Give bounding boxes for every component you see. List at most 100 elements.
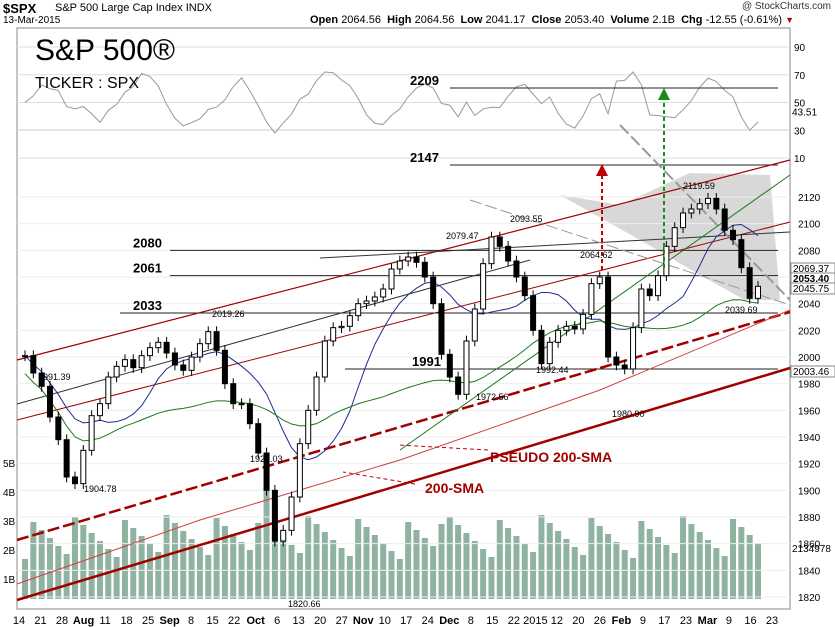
pseudo-sma-pointer bbox=[397, 444, 489, 451]
price-annotation: 2119.59 bbox=[683, 181, 715, 191]
volume-bar bbox=[71, 517, 78, 599]
close-label: Close bbox=[531, 14, 562, 26]
price-annotation: 2079.47 bbox=[446, 231, 479, 241]
volume-bar bbox=[388, 551, 395, 599]
volume-bar bbox=[321, 532, 328, 599]
price-tick-label: 2020 bbox=[798, 326, 821, 337]
price-tick-label: 1820 bbox=[798, 593, 821, 604]
price-tick-label: 1860 bbox=[798, 540, 821, 551]
volume-bar bbox=[630, 558, 637, 599]
candle-body bbox=[388, 268, 395, 290]
volume-bar bbox=[405, 522, 412, 599]
candle-body bbox=[621, 364, 628, 370]
volume-value: 2.1B bbox=[652, 14, 675, 26]
candle-body bbox=[296, 443, 303, 498]
axes: 103050709043.511B2B3B4B5B213497818201840… bbox=[3, 43, 835, 627]
rsi-panel bbox=[17, 46, 790, 159]
price-tick-label: 2000 bbox=[798, 353, 821, 364]
green-arrowhead bbox=[658, 88, 670, 100]
right-price-label: 2069.37 bbox=[793, 264, 830, 275]
credit-text: @ StockCharts.com bbox=[741, 1, 831, 12]
volume-bar bbox=[580, 555, 587, 599]
red-arrowhead bbox=[596, 164, 608, 176]
volume-bar bbox=[280, 537, 287, 599]
description-text: S&P 500 Large Cap Index bbox=[55, 2, 183, 14]
candle-body bbox=[488, 236, 495, 265]
candle-body bbox=[346, 315, 353, 327]
high-label: High bbox=[387, 14, 412, 26]
candle-body bbox=[596, 276, 603, 285]
x-tick-label: 14 bbox=[13, 615, 25, 627]
price-tick-label: 2080 bbox=[798, 246, 821, 257]
plot-border bbox=[16, 27, 791, 610]
chart-date: 13-Mar-2015 bbox=[3, 15, 61, 26]
right-label-box bbox=[790, 282, 835, 295]
candle-body bbox=[271, 489, 278, 542]
x-tick-label: 15 bbox=[207, 615, 219, 627]
volume-bar bbox=[380, 543, 387, 599]
volume-bar bbox=[638, 521, 645, 599]
volume-bar bbox=[488, 557, 495, 599]
x-tick-label: Dec bbox=[439, 615, 459, 627]
volume-bar bbox=[513, 536, 520, 599]
volume-bar bbox=[421, 538, 428, 599]
x-tick-label: 8 bbox=[468, 615, 474, 627]
price-tick-label: 1920 bbox=[798, 460, 821, 471]
candle-body bbox=[263, 452, 270, 491]
rsi-line bbox=[24, 71, 759, 134]
x-tick-label: Oct bbox=[246, 615, 265, 627]
price-annotation: 2093.55 bbox=[510, 214, 543, 224]
close-value: 2053.40 bbox=[564, 14, 605, 26]
candle-body bbox=[255, 423, 262, 454]
volume-bar bbox=[55, 546, 62, 599]
trendlines bbox=[16, 124, 791, 602]
volume-tick-label: 1B bbox=[3, 575, 16, 586]
price-annotation: 1972.56 bbox=[476, 392, 509, 402]
volume-bar bbox=[163, 515, 170, 599]
volume-bar bbox=[296, 553, 303, 599]
x-tick-label: 21 bbox=[34, 615, 46, 627]
volume-bar bbox=[180, 531, 187, 599]
volume-bar bbox=[663, 545, 670, 599]
x-tick-label: 9 bbox=[640, 615, 646, 627]
level-label: 2033 bbox=[133, 298, 162, 313]
candle-body bbox=[305, 409, 312, 445]
volume-bar bbox=[271, 529, 278, 599]
candle-body bbox=[363, 300, 370, 305]
candle-body bbox=[213, 331, 220, 351]
candle-body bbox=[238, 403, 245, 406]
volume-bar bbox=[121, 520, 128, 599]
volume-bar bbox=[338, 548, 345, 599]
candle-body bbox=[696, 203, 703, 210]
price-annotation: 1820.66 bbox=[288, 599, 321, 609]
overlay-title: S&P 500® bbox=[35, 34, 175, 67]
candle-body bbox=[638, 288, 645, 329]
candle-body bbox=[605, 276, 612, 358]
candle-body bbox=[138, 355, 145, 369]
level-label: 2209 bbox=[410, 73, 439, 88]
volume-bar bbox=[455, 525, 462, 599]
candle-body bbox=[563, 325, 570, 331]
candle-body bbox=[22, 355, 28, 358]
candle-body bbox=[121, 359, 128, 367]
volume-bar bbox=[730, 519, 737, 599]
volume-bar bbox=[538, 515, 545, 599]
candle-body bbox=[113, 365, 120, 378]
candle-body bbox=[205, 331, 212, 345]
price-tick-label: 2100 bbox=[798, 220, 821, 231]
volume-tick-label: 3B bbox=[3, 517, 16, 528]
candle-body bbox=[55, 416, 62, 441]
volume-bar bbox=[22, 559, 28, 599]
volume-bar bbox=[255, 523, 262, 599]
chg-value: -12.55 (-0.61%) bbox=[705, 14, 782, 26]
candle-body bbox=[413, 256, 420, 263]
candle-body bbox=[371, 296, 378, 302]
x-tick-label: 13 bbox=[293, 615, 305, 627]
x-tick-label: 25 bbox=[142, 615, 154, 627]
candle-body bbox=[380, 288, 387, 298]
sma50-line bbox=[24, 223, 759, 461]
level-label: 2061 bbox=[133, 261, 162, 276]
low-label: Low bbox=[460, 14, 483, 26]
volume-bar bbox=[46, 538, 53, 599]
volume-bar bbox=[213, 518, 220, 599]
